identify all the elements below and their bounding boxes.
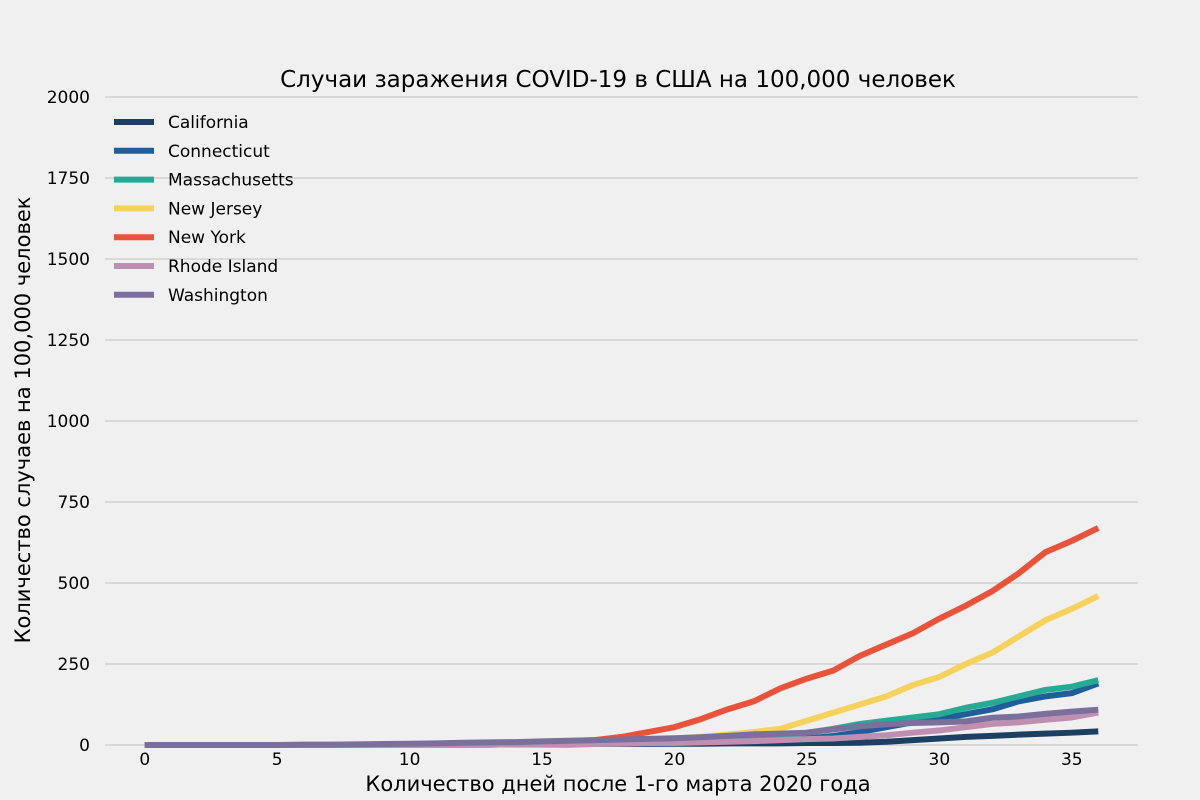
y-tick-labels: 0 250 500 750 1000 1250 1500 1750 2000 [47,88,90,756]
y-tick-label: 1750 [47,169,90,189]
series-line-washington [144,706,1099,748]
legend-label: Rhode Island [168,257,278,277]
legend-label: Massachusetts [168,171,294,191]
legend: California Connecticut Massachusetts New Je… [114,113,294,306]
y-tick-label: 500 [58,574,90,594]
x-tick-labels: 0 5 10 15 20 25 30 35 [139,750,1082,770]
y-tick-label: 1500 [47,250,90,270]
legend-label: California [168,113,249,133]
legend-label: Washington [168,286,268,306]
x-tick-label: 15 [531,750,553,770]
y-tick-label: 750 [58,493,90,513]
x-tick-label: 10 [399,750,421,770]
legend-label: Connecticut [168,142,270,162]
plot-lines [144,525,1100,748]
x-tick-label: 25 [796,750,818,770]
x-axis-label: Количество дней после 1-го марта 2020 го… [365,772,870,796]
y-tick-label: 1250 [47,331,90,351]
x-tick-label: 20 [664,750,686,770]
x-tick-label: 5 [272,750,283,770]
y-axis-label: Количество случаев на 100,000 человек [11,197,35,644]
legend-label: New York [168,228,246,248]
y-tick-label: 2000 [47,88,90,108]
x-tick-label: 30 [929,750,951,770]
x-tick-label: 0 [139,750,150,770]
y-tick-label: 250 [58,655,90,675]
x-tick-label: 35 [1061,750,1083,770]
y-tick-label: 1000 [47,412,90,432]
y-tick-label: 0 [79,736,90,756]
legend-label: New Jersey [168,199,262,219]
chart-title: Случаи заражения COVID-19 в США на 100,0… [280,67,956,93]
